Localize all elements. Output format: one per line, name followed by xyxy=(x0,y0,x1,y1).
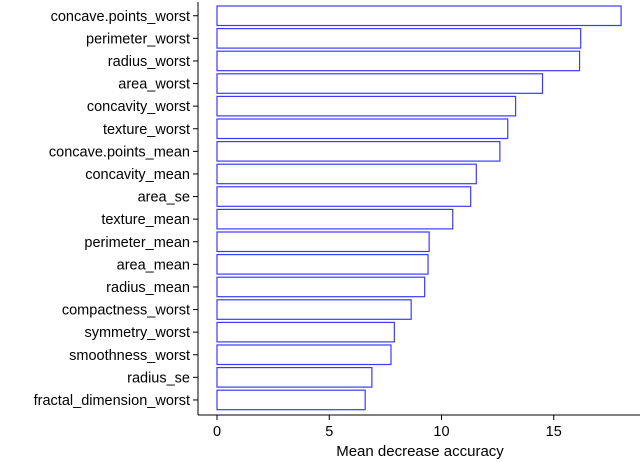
x-axis: 0 5 10 15 xyxy=(198,414,640,440)
y-tick-label: smoothness_worst xyxy=(69,348,190,364)
bars-layer xyxy=(216,5,622,411)
y-tick-label: fractal_dimension_worst xyxy=(34,393,190,409)
bar-radius_se xyxy=(216,367,373,388)
bar-radius_mean xyxy=(216,276,426,298)
y-tick-label: perimeter_mean xyxy=(84,235,190,251)
y-tick-label: concave.points_worst xyxy=(51,9,190,25)
y-tick-label: area_worst xyxy=(118,77,190,93)
y-tick-label: concavity_mean xyxy=(85,167,190,183)
y-tick-label: radius_se xyxy=(127,370,190,386)
bar-concave.points_mean xyxy=(216,141,501,162)
y-tick-label: compactness_worst xyxy=(62,303,190,319)
bar-area_se xyxy=(216,186,472,207)
y-tick-label: radius_worst xyxy=(108,54,190,70)
bar-radius_worst xyxy=(216,50,581,72)
bar-texture_mean xyxy=(216,208,454,230)
bar-perimeter_mean xyxy=(216,231,430,253)
bar-concave.points_worst xyxy=(216,5,622,27)
y-tick-label: texture_mean xyxy=(101,212,190,228)
x-tick-label: 15 xyxy=(546,424,562,440)
y-tick-label: radius_mean xyxy=(106,280,190,296)
bar-perimeter_worst xyxy=(216,28,582,49)
bar-concavity_mean xyxy=(216,163,477,185)
x-tick-label: 0 xyxy=(213,424,221,440)
x-axis-title: Mean decrease accuracy xyxy=(336,443,504,460)
y-tick-label: concavity_worst xyxy=(87,99,190,115)
y-tick-label: concave.points_mean xyxy=(49,144,190,160)
bar-texture_worst xyxy=(216,118,509,140)
x-tick-label: 5 xyxy=(325,424,333,440)
bar-symmetry_worst xyxy=(216,321,395,343)
y-tick-label: symmetry_worst xyxy=(84,325,190,341)
bar-smoothness_worst xyxy=(216,344,392,366)
y-tick-label: texture_worst xyxy=(103,122,190,138)
y-axis: concave.points_worst perimeter_worstradiu… xyxy=(34,2,199,415)
y-tick-label: area_se xyxy=(138,190,190,206)
y-tick-label: area_mean xyxy=(117,257,190,273)
y-tick-label: perimeter_worst xyxy=(86,31,190,47)
bar-area_mean xyxy=(216,254,429,275)
x-tick-label: 10 xyxy=(433,424,449,440)
bar-compactness_worst xyxy=(216,299,412,320)
bar-area_worst xyxy=(216,73,544,94)
bar-concavity_worst xyxy=(216,95,517,117)
bar-fractal_dimension_worst xyxy=(216,389,366,411)
